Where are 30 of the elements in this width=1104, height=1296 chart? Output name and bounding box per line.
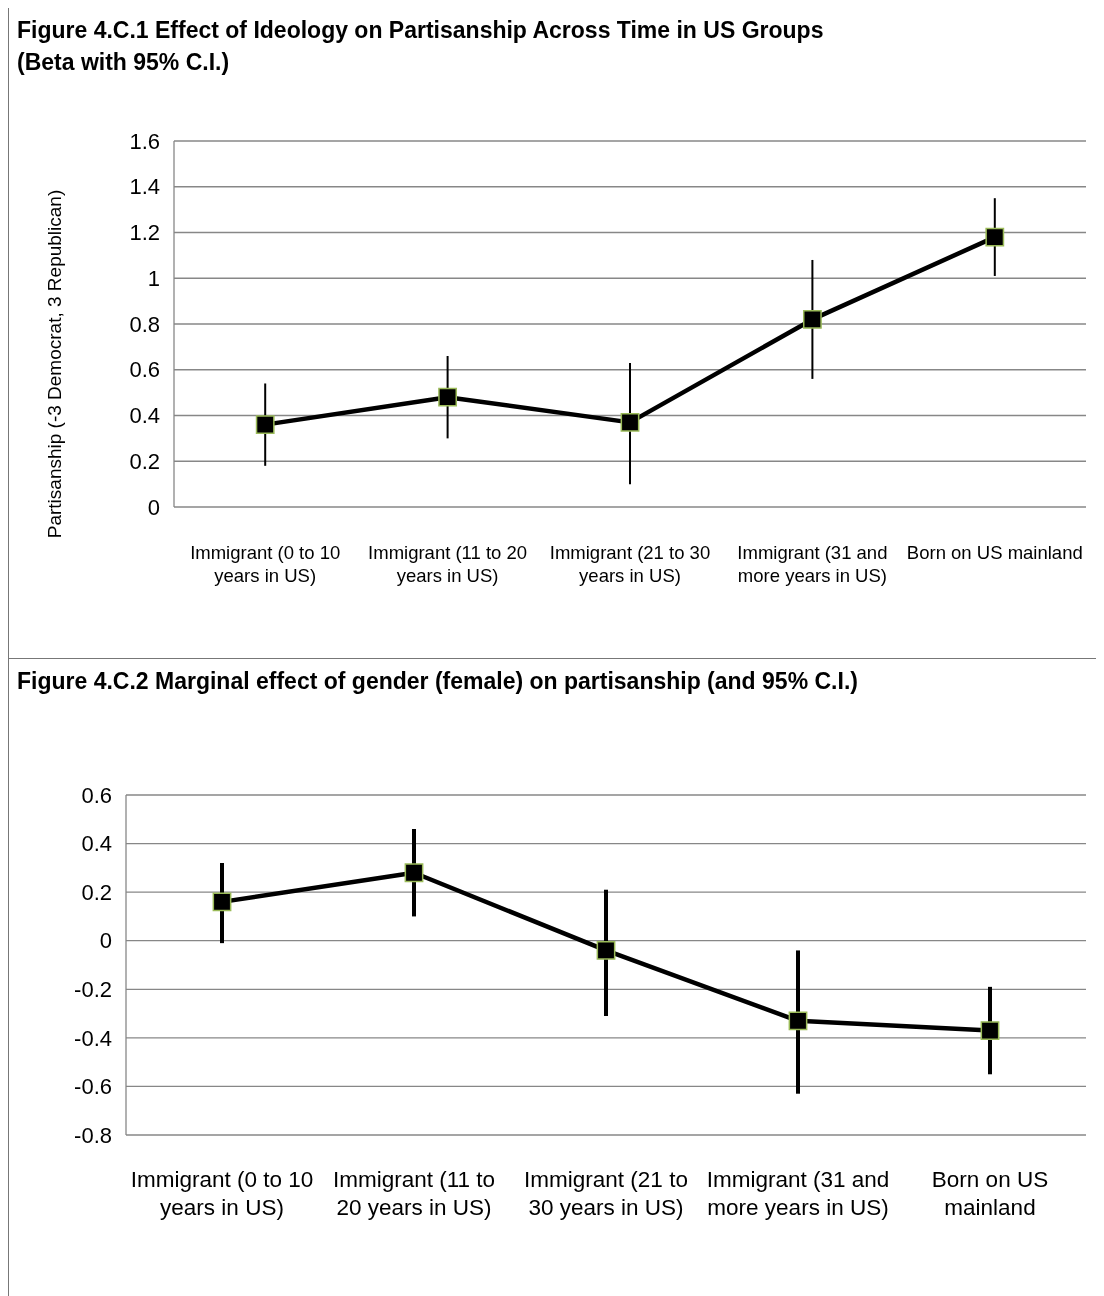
y-tick-label: -0.4 bbox=[74, 1025, 112, 1051]
y-tick-label: 0.6 bbox=[81, 782, 112, 808]
y-tick-label: 0.2 bbox=[129, 448, 160, 474]
x-tick-label: Born on US mainland bbox=[906, 542, 1083, 563]
chart-title: Figure 4.C.2 Marginal effect of gender (female) on partisanship (and 95% C.I.) bbox=[17, 668, 858, 694]
x-tick-label: Immigrant (31 and more years in US) bbox=[737, 542, 888, 587]
y-tick-label: 0.4 bbox=[81, 831, 112, 857]
x-tick-label: Immigrant (11 to 20 years in US) bbox=[368, 542, 528, 587]
y-tick-label: 0.6 bbox=[129, 357, 160, 383]
y-tick-label: 0.8 bbox=[129, 311, 160, 337]
x-tick-label: Immigrant (21 to 30 years in US) bbox=[549, 542, 711, 587]
y-tick-label: 1.6 bbox=[129, 128, 160, 154]
y-tick-label: 1.4 bbox=[129, 174, 160, 200]
y-tick-label: 1.2 bbox=[129, 220, 160, 246]
x-tick-label: Immigrant (0 to 10 years in US) bbox=[130, 1167, 314, 1221]
y-tick-label: 1 bbox=[147, 265, 160, 291]
y-tick-label: -0.6 bbox=[74, 1074, 112, 1100]
y-axis-title: Partisanship (-3 Democrat, 3 Republican) bbox=[44, 189, 65, 539]
y-tick-label: 0.4 bbox=[129, 403, 160, 429]
y-tick-label: 0.2 bbox=[81, 879, 112, 905]
x-tick-label: Immigrant (21 to 30 years in US) bbox=[524, 1167, 688, 1221]
y-tick-label: -0.8 bbox=[74, 1122, 112, 1148]
y-tick-label: 0 bbox=[147, 494, 160, 520]
y-tick-label: 0 bbox=[99, 928, 112, 954]
y-tick-label: -0.2 bbox=[74, 976, 112, 1002]
x-tick-label: Immigrant (11 to 20 years in US) bbox=[332, 1167, 496, 1221]
x-tick-label: Immigrant (0 to 10 years in US) bbox=[190, 542, 341, 587]
chart-title: Figure 4.C.1 Effect of Ideology on Partisanship Across Time in US Groups (Beta with 95% C.I.) bbox=[17, 17, 824, 75]
x-tick-label: Born on US mainland bbox=[931, 1167, 1049, 1221]
x-tick-label: Immigrant (31 and more years in US) bbox=[706, 1167, 890, 1221]
